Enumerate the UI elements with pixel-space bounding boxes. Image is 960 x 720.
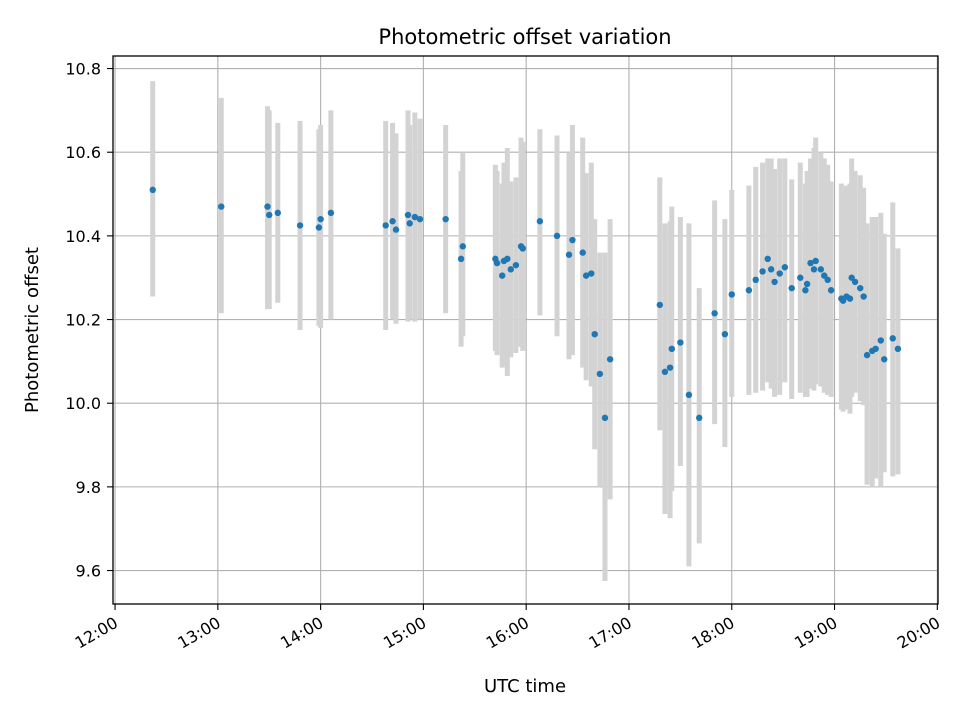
data-point (601, 414, 609, 422)
x-axis-title: UTC time (484, 676, 566, 697)
y-tick-label: 9.6 (76, 562, 101, 581)
data-point (536, 218, 544, 225)
data-point (296, 222, 304, 229)
y-axis-title: Photometric offset (22, 247, 43, 413)
data-point (797, 274, 804, 281)
y-tick-label: 10.0 (65, 394, 101, 413)
data-point (411, 213, 419, 221)
data-point (656, 301, 664, 309)
chart-title: Photometric offset variation (378, 25, 671, 49)
data-point (569, 236, 576, 244)
data-point (824, 276, 831, 284)
data-point (827, 287, 835, 294)
data-point (745, 287, 753, 294)
data-point (218, 203, 225, 210)
data-point (863, 351, 871, 359)
data-point (553, 232, 561, 240)
data-point (668, 345, 675, 353)
data-point (877, 337, 884, 344)
data-point (894, 345, 902, 353)
data-point (459, 243, 467, 250)
data-point (582, 272, 590, 279)
data-point (860, 293, 867, 300)
data-point (406, 220, 413, 227)
data-point (788, 284, 795, 292)
data-point (810, 266, 818, 273)
data-point (579, 249, 586, 256)
data-point (327, 209, 335, 217)
data-point (666, 364, 674, 371)
data-point (857, 284, 864, 292)
data-point (776, 270, 783, 277)
data-point (442, 215, 449, 223)
data-points (149, 186, 902, 422)
data-point (846, 295, 854, 302)
data-point (416, 215, 424, 223)
data-point (881, 356, 888, 363)
data-point (764, 255, 771, 263)
data-point (596, 370, 604, 378)
data-point (812, 257, 819, 265)
data-point (457, 255, 465, 263)
data-point (889, 335, 896, 342)
data-point (588, 270, 595, 277)
data-point (565, 251, 573, 258)
data-point (274, 209, 281, 217)
data-point (728, 291, 735, 298)
data-point (807, 259, 814, 267)
data-point (507, 266, 514, 273)
y-tick-label: 9.8 (76, 478, 101, 497)
data-point (392, 226, 400, 233)
data-point (696, 414, 703, 422)
data-point (512, 261, 520, 269)
data-point (264, 203, 271, 210)
data-point (685, 391, 693, 399)
data-point (661, 368, 669, 376)
y-tick-label: 10.4 (65, 227, 101, 246)
data-point (382, 222, 389, 229)
data-point (504, 255, 511, 263)
data-point (771, 278, 778, 286)
data-point (759, 268, 766, 275)
y-tick-label: 10.6 (65, 143, 101, 162)
y-axis: 9.6 9.8 10.0 10.2 10.4 10.6 10.8 (65, 60, 113, 581)
data-point (499, 272, 506, 279)
data-point (493, 259, 501, 267)
data-point (752, 276, 759, 284)
data-point (851, 278, 859, 286)
data-point (591, 330, 598, 338)
data-point (711, 310, 718, 317)
plot-frame (112, 55, 939, 605)
data-point (317, 215, 324, 223)
data-point (677, 339, 684, 346)
y-tick-label: 10.2 (65, 311, 101, 330)
data-point (817, 266, 825, 273)
data-point (802, 287, 809, 294)
data-point (767, 266, 775, 273)
y-tick-label: 10.8 (65, 60, 101, 79)
data-point (803, 280, 811, 288)
data-point (606, 356, 614, 363)
data-point (781, 264, 789, 271)
data-point (149, 186, 156, 194)
data-point (315, 224, 323, 231)
data-point (721, 330, 729, 338)
data-point (519, 245, 526, 252)
data-point (404, 211, 412, 219)
data-point (266, 211, 273, 219)
data-point (872, 345, 879, 353)
data-point (389, 218, 396, 225)
